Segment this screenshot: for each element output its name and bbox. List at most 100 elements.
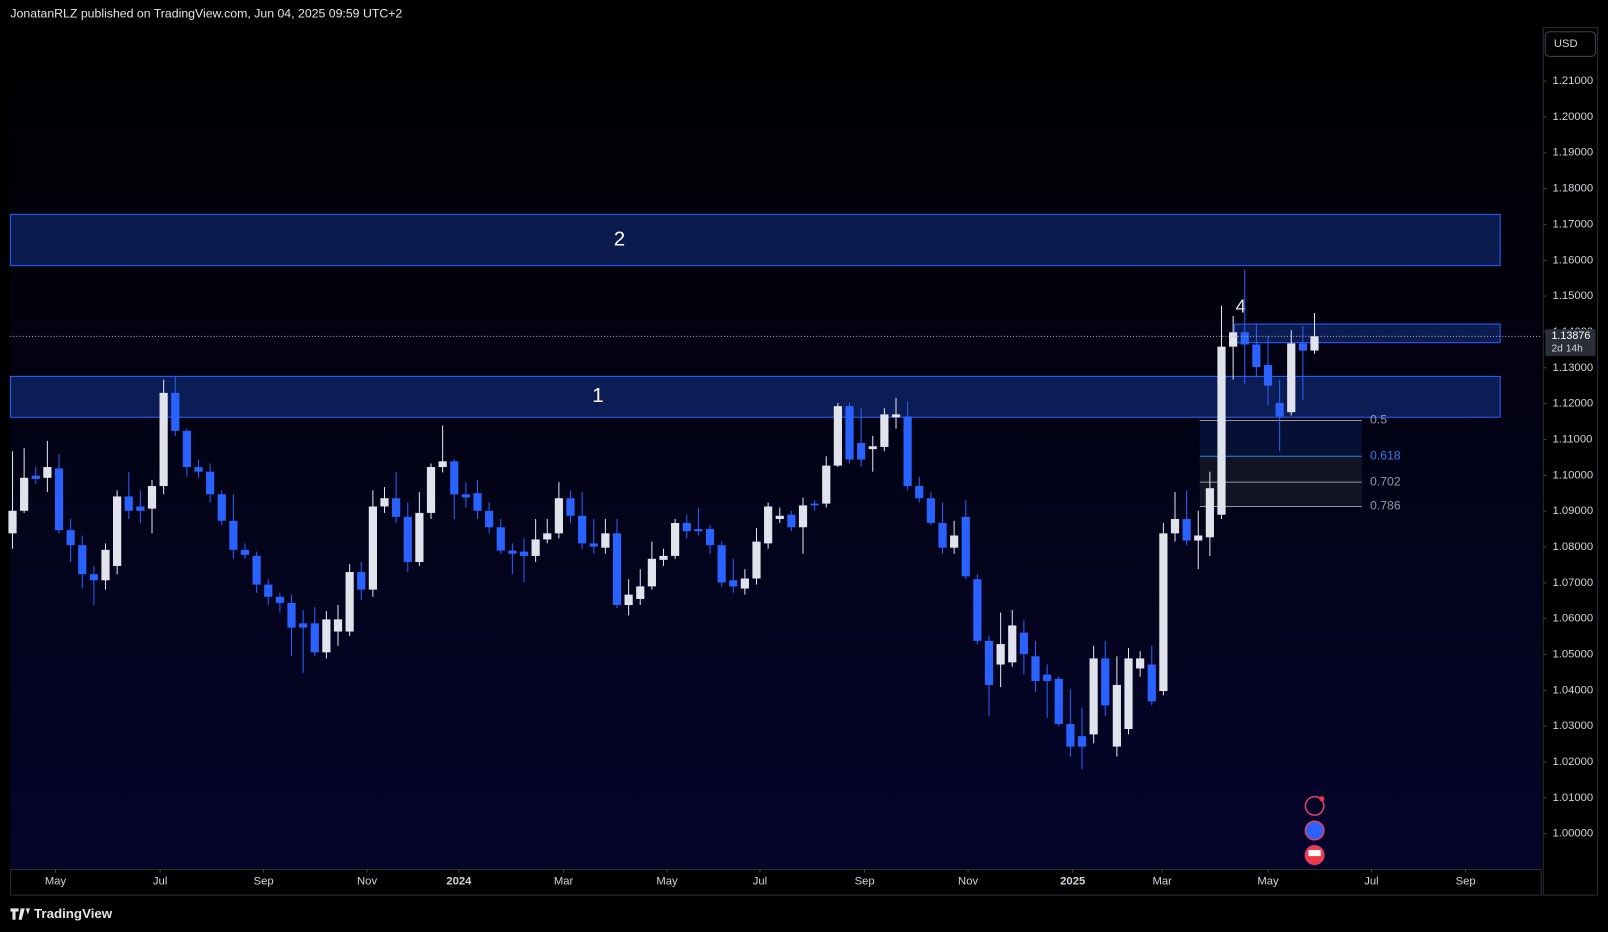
- x-tick-label: Jul: [1364, 876, 1378, 888]
- currency-button[interactable]: [1544, 31, 1597, 57]
- candle-body: [996, 644, 1005, 665]
- candle-body: [392, 498, 401, 517]
- y-tick-label: 1.13000: [1552, 362, 1593, 374]
- candle-body: [1217, 346, 1226, 515]
- candle-body: [229, 520, 238, 550]
- candle-body: [578, 515, 587, 544]
- x-tick-label: May: [1257, 876, 1279, 888]
- candle-body: [206, 471, 215, 495]
- x-tick-label: 2025: [1060, 876, 1085, 888]
- price-axis: [1542, 27, 1599, 896]
- candle-body: [694, 529, 703, 532]
- y-tick-label: 1.08000: [1552, 541, 1593, 553]
- candle-body: [496, 527, 505, 551]
- fib-label: 0.702: [1370, 474, 1401, 488]
- zone-label: 2: [614, 227, 625, 250]
- publisher: JonatanRLZ published on TradingView.com,…: [10, 7, 402, 21]
- candle-body: [554, 498, 563, 534]
- zone-label: 1: [592, 384, 603, 407]
- candle-body: [729, 580, 738, 587]
- candle-body: [1287, 343, 1296, 413]
- candle-body: [798, 505, 808, 528]
- fib-band: [1199, 456, 1362, 483]
- candle-body: [589, 543, 598, 547]
- alert-icon[interactable]: [1304, 795, 1325, 816]
- candle-body: [217, 494, 226, 521]
- candle-body: [357, 572, 366, 590]
- candle-body: [403, 516, 412, 563]
- candle-body: [566, 498, 575, 516]
- candle-body: [310, 623, 319, 653]
- fib-band: [1199, 482, 1362, 507]
- candle-body: [880, 414, 889, 447]
- candle-body: [543, 533, 552, 540]
- x-tick-label: Jul: [153, 876, 167, 888]
- alert-dot: [1319, 796, 1325, 802]
- candle-body: [682, 522, 691, 532]
- candle-body: [1229, 332, 1238, 347]
- candle-body: [43, 467, 52, 478]
- candle-body: [659, 555, 668, 560]
- candle-body: [1101, 658, 1110, 706]
- candle-body: [915, 486, 924, 499]
- candle-body: [647, 558, 656, 587]
- status-icons: [1304, 795, 1325, 866]
- candle-body: [1031, 656, 1040, 682]
- currency[interactable]: USD: [1554, 38, 1578, 50]
- candle-body: [461, 494, 470, 498]
- candle-body: [833, 406, 842, 466]
- y-tick-label: 1.16000: [1552, 254, 1593, 266]
- candle-body: [810, 503, 819, 506]
- eu-icon[interactable]: [1304, 820, 1325, 841]
- candle-body: [159, 392, 168, 487]
- y-tick-label: 1.05000: [1552, 648, 1593, 660]
- x-tick-label: May: [45, 876, 67, 888]
- candle-body: [671, 522, 680, 556]
- candle-body: [124, 496, 133, 511]
- wave-label: 4: [1236, 295, 1246, 316]
- candle-body: [101, 549, 110, 581]
- candle-body: [147, 486, 157, 509]
- x-tick-label: Jul: [753, 876, 767, 888]
- candle-body: [252, 555, 261, 585]
- candle-body: [984, 640, 994, 685]
- candle-body: [31, 475, 40, 479]
- y-tick-label: 1.15000: [1552, 290, 1593, 302]
- candle-body: [612, 533, 622, 606]
- candle-body: [380, 498, 389, 507]
- y-tick-label: 1.18000: [1552, 183, 1593, 195]
- y-tick-label: 1.20000: [1552, 111, 1593, 123]
- candle-body: [764, 506, 773, 544]
- candle-body: [438, 461, 447, 468]
- candle-body: [345, 572, 354, 632]
- candle-body: [624, 594, 633, 606]
- candle-body: [1263, 364, 1273, 386]
- candle-body: [1310, 336, 1319, 351]
- candle-body: [333, 619, 343, 632]
- candle-body: [415, 512, 424, 563]
- x-tick-label: Nov: [357, 876, 377, 888]
- brand-logo: [10, 908, 30, 920]
- candle-body: [973, 579, 982, 641]
- candle-body: [299, 623, 308, 628]
- candle-body: [20, 477, 29, 511]
- x-tick-label: Mar: [554, 876, 574, 888]
- zone: [9, 213, 1501, 267]
- candle-body: [54, 468, 64, 531]
- candle-body: [1124, 658, 1133, 730]
- candle-body: [1252, 344, 1261, 368]
- x-tick-label: Mar: [1153, 876, 1173, 888]
- x-tick-label: Nov: [958, 876, 978, 888]
- last-price-box: [1545, 329, 1596, 356]
- x-tick-label: Sep: [254, 876, 274, 888]
- y-tick-label: 1.21000: [1552, 75, 1593, 87]
- candle-body: [1019, 632, 1028, 655]
- candle-body: [368, 506, 377, 590]
- candle-body: [938, 522, 947, 548]
- last-price-label: 1.13876: [1551, 330, 1590, 342]
- candle-body: [136, 506, 145, 511]
- time-axis: [9, 868, 1542, 896]
- candle-body: [287, 602, 296, 628]
